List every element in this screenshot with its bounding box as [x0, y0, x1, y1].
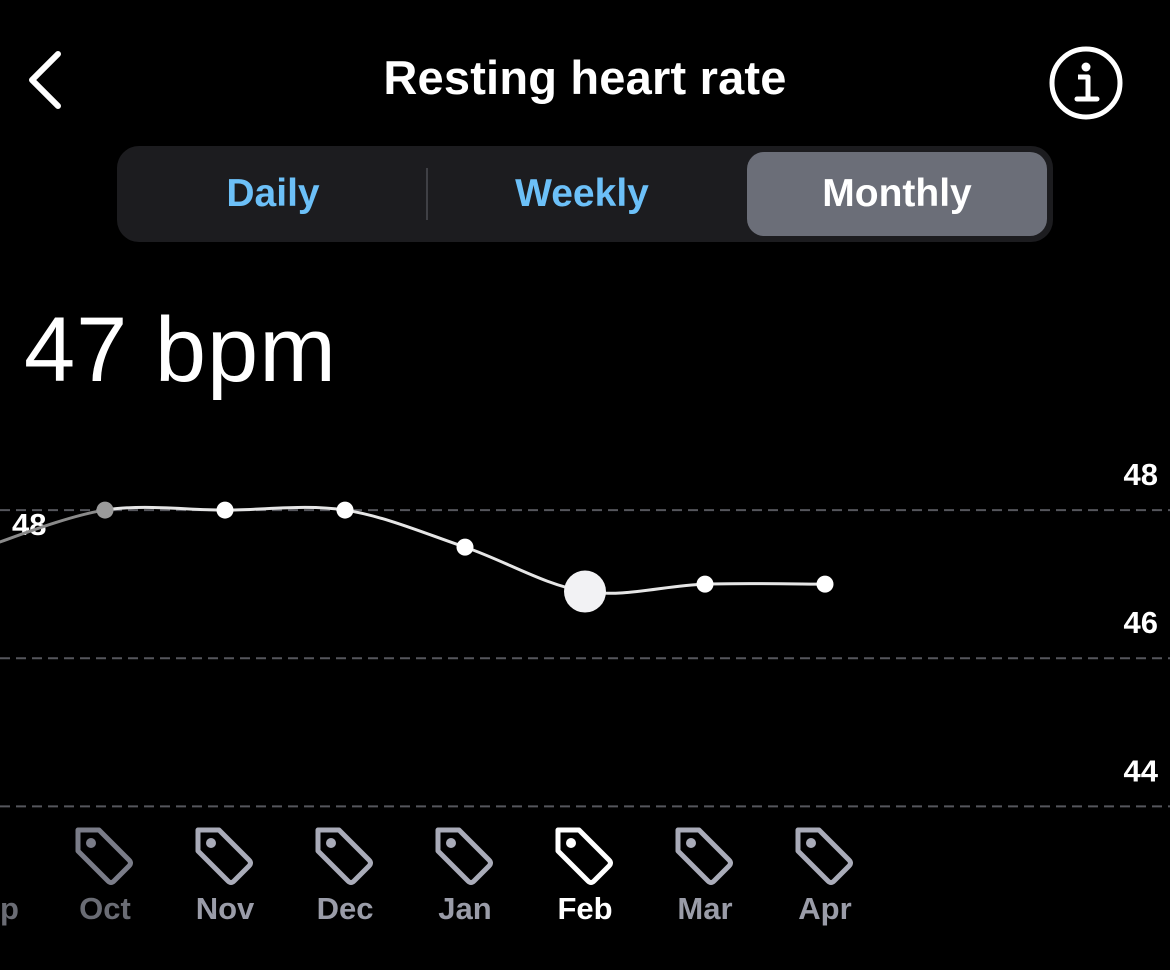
tag-icon[interactable]: [558, 830, 611, 883]
tag-icon[interactable]: [78, 830, 131, 883]
y-tick-label: 46: [1124, 605, 1158, 640]
y-tick-label: 48: [1124, 457, 1158, 492]
x-tick-label: Feb: [557, 891, 612, 926]
tag-icon[interactable]: [678, 830, 731, 883]
data-point: [816, 575, 834, 593]
series-line-faded: [0, 508, 106, 544]
tag-icon[interactable]: [198, 830, 251, 883]
back-button[interactable]: [20, 48, 76, 112]
x-tick-label: Apr: [798, 891, 851, 926]
x-tick-label: Mar: [677, 891, 732, 926]
x-tick-label: p: [0, 891, 19, 926]
x-tick-label: Dec: [317, 891, 374, 926]
data-point: [96, 501, 114, 519]
tab-daily[interactable]: Daily: [226, 172, 320, 215]
tab-weekly[interactable]: Weekly: [515, 172, 649, 215]
y-tick-label: 44: [1124, 753, 1159, 788]
x-tick-label: Jan: [438, 891, 491, 926]
data-point: [696, 575, 714, 593]
info-icon: [1049, 46, 1123, 120]
segment-divider: [426, 168, 428, 220]
info-button[interactable]: [1047, 44, 1125, 122]
page-title: Resting heart rate: [383, 51, 787, 104]
data-point: [216, 501, 234, 519]
chevron-left-icon: [29, 51, 61, 109]
resting-hr-value: 47 bpm: [24, 299, 337, 401]
tag-icon[interactable]: [798, 830, 851, 883]
tag-icon[interactable]: [318, 830, 371, 883]
tag-icon[interactable]: [438, 830, 491, 883]
tab-monthly[interactable]: Monthly: [747, 152, 1047, 236]
period-segmented-control: Daily Weekly Monthly: [117, 146, 1053, 242]
data-point: [456, 538, 474, 556]
x-tick-label: Oct: [79, 891, 131, 926]
x-tick-label: Nov: [196, 891, 255, 926]
data-point: [336, 501, 354, 519]
selected-point: [564, 570, 606, 613]
